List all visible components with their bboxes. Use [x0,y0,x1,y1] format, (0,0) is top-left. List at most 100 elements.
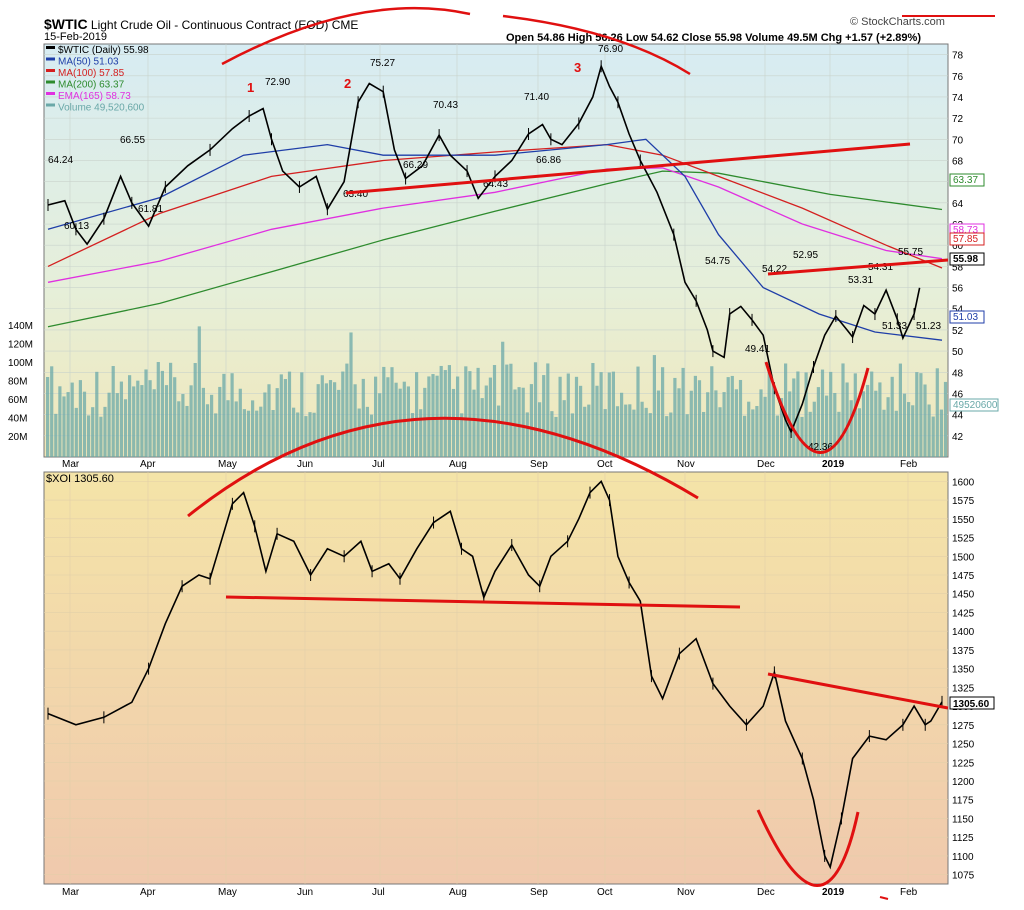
volume-bar [480,398,484,457]
volume-bar [160,370,164,457]
volume-bar [808,411,812,457]
volume-bar [853,373,857,457]
volume-bar [99,416,103,457]
volume-bar [833,392,837,457]
volume-bar [492,365,497,457]
volume-bar [615,406,620,457]
high-stat: High 56.26 [567,32,623,44]
volume-bar [702,411,706,457]
volume-bar [292,407,296,457]
y-tick-label: 42 [952,432,964,443]
volume-bar [558,376,562,457]
volume-bar [263,392,267,457]
volume-bar [845,382,849,457]
volume-bar [755,406,759,457]
ma50-line [47,138,943,341]
y-tick-label: 68 [952,156,964,167]
volume-bar [472,389,476,457]
volume-bar [148,380,152,457]
volume-bar [382,366,386,457]
volume-bar [583,406,587,457]
price-label: 71.40 [524,92,549,103]
volume-bar [78,380,82,457]
y-tick-label: 1125 [952,833,974,844]
price-label: 63.40 [343,189,368,200]
volume-tick-label: 40M [8,414,27,425]
volume-bar [181,394,185,457]
volume-bar [324,383,328,457]
y-tick-label: 1400 [952,627,975,638]
y-tick-label: 1525 [952,534,975,545]
volume-bar [439,365,443,457]
volume-bar [304,416,308,457]
y-tick-label: 74 [952,93,964,104]
volume-bar [255,410,259,457]
volume-bar [464,366,468,457]
volume-bar [46,377,50,457]
volume-bar [476,367,480,457]
price-label: 42.36 [808,442,833,453]
volume-bar [882,409,886,457]
tick-mark [879,896,889,900]
volume-bar [259,406,263,457]
x-tick-label: Mar [62,459,80,470]
volume-bar [66,392,70,457]
volume-bar [825,395,829,457]
volume-bar [931,416,935,457]
volume-bar [599,372,603,457]
price-tag [949,696,995,710]
volume-bar [54,413,58,457]
price-tag-label: 55.98 [953,254,978,265]
volume-bar [140,385,144,457]
volume-bar [95,371,99,457]
volume-bar [222,373,226,457]
volume-bar [296,412,300,457]
volume-bar [201,387,205,457]
wtic-price-line [47,63,921,435]
volume-bar [779,398,784,457]
y-tick-label: 50 [952,347,964,358]
price-label: 66.29 [403,160,428,171]
volume-bar [488,377,492,457]
volume-bar [251,400,255,457]
y-tick-label: 1325 [952,683,975,694]
price-tag-label: 51.03 [953,312,978,323]
volume-bar [447,365,451,457]
volume-bar [361,378,365,457]
volume-bar [435,375,439,457]
volume-bar [640,401,644,457]
price-label: 53.31 [848,275,873,286]
volume-bar [939,409,943,457]
volume-bar [468,371,472,457]
volume-bar [144,369,148,457]
volume-bar [714,390,718,457]
volume-tick-label: 80M [8,377,27,388]
x-tick-label: Jul [372,459,385,470]
price-tag-label: 57.85 [953,234,978,245]
volume-bar [246,410,251,457]
x-tick-label: Feb [900,459,918,470]
x-tick-label: Dec [757,887,775,898]
volume-bar [849,400,853,457]
volume-bar [398,388,402,457]
peak-annotation: 2 [344,76,351,91]
volume-bar [907,402,911,457]
legend-entry: Volume 49,520,600 [58,103,145,114]
volume-bar [812,401,816,457]
price-tag-label: 1305.60 [953,699,990,710]
y-tick-label: 1575 [952,496,975,507]
volume-bar [300,372,304,457]
volume-bar [546,363,550,457]
x-tick-label: Aug [449,887,467,898]
volume-bar [829,371,833,457]
legend-entry: MA(100) 57.85 [58,68,125,79]
volume-bar [878,382,882,457]
volume-bar [902,393,907,457]
volume-bar [669,412,673,457]
volume-bar [706,392,710,457]
volume-bar [189,385,193,457]
volume-bar [70,382,74,457]
volume-bar [234,401,238,457]
volume-bar [775,415,779,457]
price-label: 54.22 [762,264,787,275]
